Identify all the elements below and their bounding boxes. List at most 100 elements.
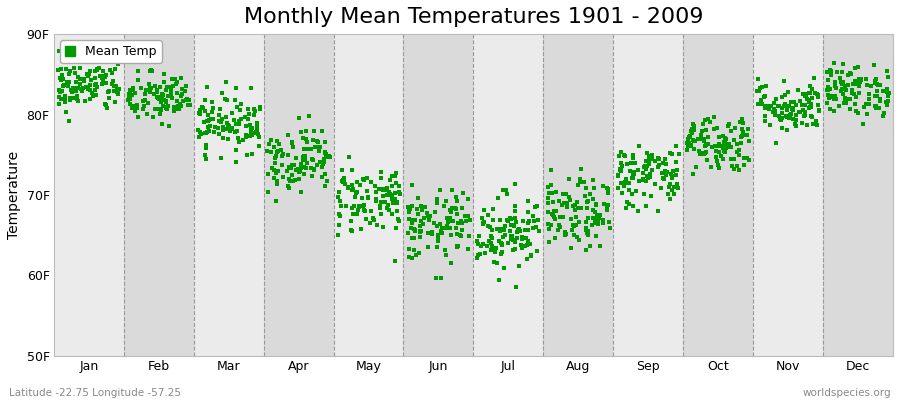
Point [848, 78, 862, 84]
Point [590, 216, 604, 222]
Point [612, 153, 626, 160]
Point [441, 217, 455, 223]
Point [560, 200, 574, 206]
Point [706, 114, 721, 120]
Point [810, 102, 824, 109]
Point [158, 98, 173, 104]
Point [50, 66, 65, 73]
Point [164, 88, 178, 94]
Point [470, 255, 484, 262]
Point [666, 168, 680, 174]
Point [225, 125, 239, 132]
Point [842, 70, 857, 76]
Point [92, 65, 106, 72]
Point [876, 88, 890, 95]
Point [477, 207, 491, 213]
Point [80, 71, 94, 78]
Point [521, 227, 535, 234]
Point [655, 159, 670, 166]
Point [181, 102, 195, 108]
Point [293, 129, 308, 135]
Point [761, 106, 776, 112]
Point [484, 232, 499, 239]
Point [864, 83, 878, 89]
Point [360, 174, 374, 181]
Point [805, 95, 819, 102]
Point [540, 209, 554, 215]
Point [211, 125, 225, 132]
Title: Monthly Mean Temperatures 1901 - 2009: Monthly Mean Temperatures 1901 - 2009 [244, 7, 703, 27]
Point [797, 102, 812, 108]
Point [401, 246, 416, 252]
Point [579, 227, 593, 233]
Point [412, 228, 427, 235]
Point [199, 142, 213, 148]
Point [762, 103, 777, 109]
Point [619, 204, 634, 211]
Point [644, 193, 658, 199]
Point [361, 194, 375, 201]
Point [304, 156, 319, 162]
Point [712, 143, 726, 150]
Point [881, 98, 896, 104]
Point [711, 162, 725, 169]
Point [626, 175, 641, 181]
Point [242, 111, 256, 117]
Point [698, 143, 713, 149]
Point [482, 223, 496, 230]
Point [89, 66, 104, 72]
Point [849, 81, 863, 88]
Point [487, 259, 501, 265]
Point [331, 194, 346, 201]
Point [192, 110, 206, 116]
Point [428, 274, 443, 281]
Point [725, 162, 740, 169]
Y-axis label: Temperature: Temperature [7, 151, 21, 239]
Point [753, 96, 768, 103]
Point [195, 104, 210, 111]
Point [640, 172, 654, 179]
Point [247, 106, 261, 112]
Point [361, 194, 375, 200]
Point [510, 226, 525, 233]
Point [476, 240, 491, 247]
Point [68, 95, 83, 102]
Point [775, 105, 789, 112]
Point [660, 168, 674, 175]
Point [297, 152, 311, 159]
Point [636, 164, 651, 170]
Point [695, 150, 709, 156]
Point [154, 107, 168, 113]
Point [205, 105, 220, 111]
Bar [824, 34, 893, 356]
Point [98, 101, 112, 107]
Point [207, 129, 221, 135]
Point [318, 170, 332, 177]
Point [124, 105, 139, 111]
Point [292, 169, 306, 176]
Point [261, 171, 275, 177]
Point [215, 90, 230, 96]
Point [755, 83, 770, 90]
Point [754, 101, 769, 107]
Point [313, 144, 328, 150]
Point [67, 65, 81, 72]
Point [730, 162, 744, 169]
Point [200, 84, 214, 90]
Bar [403, 34, 473, 356]
Point [247, 112, 261, 119]
Point [203, 123, 218, 130]
Point [167, 76, 182, 82]
Point [824, 105, 838, 112]
Point [198, 130, 212, 136]
Point [385, 182, 400, 189]
Point [58, 93, 72, 100]
Point [778, 113, 793, 119]
Point [820, 87, 834, 93]
Point [161, 122, 176, 129]
Point [413, 228, 428, 235]
Point [722, 121, 736, 128]
Point [317, 156, 331, 162]
Point [83, 82, 97, 88]
Point [787, 99, 801, 105]
